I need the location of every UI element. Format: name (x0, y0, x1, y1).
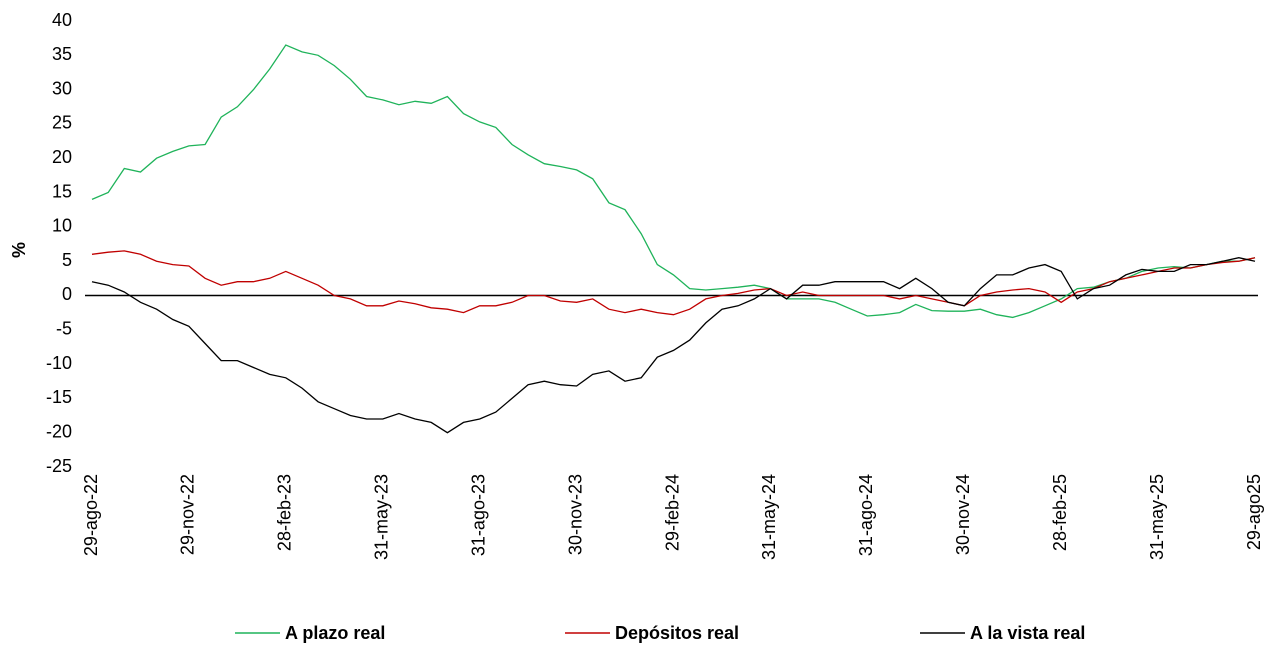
x-tick-label: 30-nov-24 (953, 474, 973, 555)
x-tick-label: 31-ago-23 (468, 474, 488, 556)
x-tick-label: 31-may-24 (759, 474, 779, 560)
y-axis-label: % (9, 242, 29, 258)
y-tick-label: -5 (56, 319, 72, 339)
y-tick-label: 30 (52, 78, 72, 98)
series-line (91, 257, 1256, 434)
x-tick-label: 28-feb-23 (275, 474, 295, 551)
x-tick-label: 29-ago-22 (81, 474, 101, 556)
series-line (91, 44, 1256, 319)
legend-label: Depósitos real (615, 623, 739, 643)
x-tick-label: 28-feb-25 (1050, 474, 1070, 551)
y-tick-label: 20 (52, 147, 72, 167)
series-line (91, 250, 1256, 316)
legend-label: A plazo real (285, 623, 385, 643)
y-tick-label: 40 (52, 10, 72, 30)
y-tick-label: 5 (62, 250, 72, 270)
y-tick-label: -15 (46, 387, 72, 407)
y-tick-label: 0 (62, 284, 72, 304)
y-tick-label: -25 (46, 456, 72, 476)
y-tick-label: -10 (46, 353, 72, 373)
x-tick-label: 29-ago25 (1244, 474, 1264, 550)
x-tick-label: 31-may-25 (1147, 474, 1167, 560)
x-tick-label: 31-ago-24 (856, 474, 876, 556)
y-tick-label: 10 (52, 216, 72, 236)
y-tick-label: 15 (52, 181, 72, 201)
y-tick-label: 25 (52, 113, 72, 133)
y-tick-label: -20 (46, 421, 72, 441)
x-tick-label: 29-feb-24 (662, 474, 682, 551)
x-tick-label: 29-nov-22 (178, 474, 198, 555)
y-tick-label: 35 (52, 44, 72, 64)
x-tick-label: 31-may-23 (372, 474, 392, 560)
x-tick-label: 30-nov-23 (565, 474, 585, 555)
legend-label: A la vista real (970, 623, 1085, 643)
